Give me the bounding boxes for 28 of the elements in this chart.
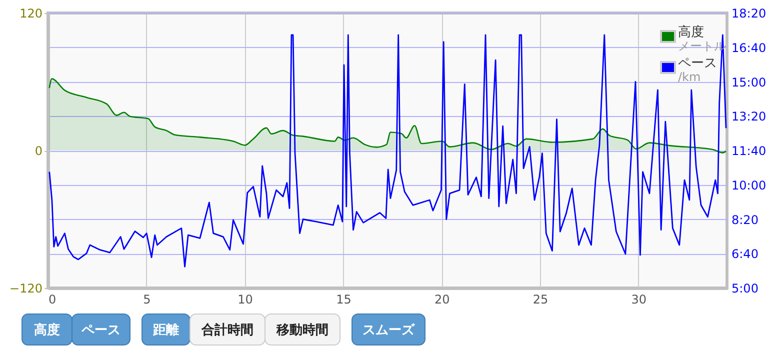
y-tick-label: 120 (20, 6, 42, 20)
text: 移動時間 (276, 323, 328, 338)
text: ペース (80, 323, 120, 338)
x-tick-label: 20 (434, 292, 450, 306)
y2-tick-label: 6:40 (732, 247, 758, 262)
y-tick-label: −120 (10, 282, 42, 296)
x-tick-label: 25 (532, 292, 548, 306)
x-tick-label: 5 (143, 292, 151, 306)
x-tick-label: 15 (336, 292, 352, 306)
legend-label: ペース (678, 56, 717, 71)
y2-tick-label: 5:00 (732, 282, 758, 296)
y2-tick-label: 10:00 (732, 178, 766, 192)
legend-label: 高度 (678, 24, 704, 40)
y2-tick-label: 16:40 (732, 40, 766, 55)
x-tick-label: 0 (48, 292, 56, 306)
y2-tick-label: 8:20 (732, 212, 758, 227)
y2-tick-label: 13:20 (732, 110, 766, 124)
y2-tick-label: 15:00 (732, 75, 766, 90)
text: 合計時間 (200, 322, 254, 338)
text: 高度 (34, 322, 60, 338)
y-tick-label: 0 (34, 144, 42, 158)
x-tick-label: 10 (238, 292, 253, 306)
x-tick-label: 30 (631, 292, 647, 306)
y2-tick-label: 11:40 (732, 144, 766, 158)
annotation: /km (678, 70, 701, 84)
text: 距離 (152, 323, 179, 338)
text: スムーズ (362, 323, 416, 338)
y2-tick-label: 18:20 (732, 6, 766, 20)
